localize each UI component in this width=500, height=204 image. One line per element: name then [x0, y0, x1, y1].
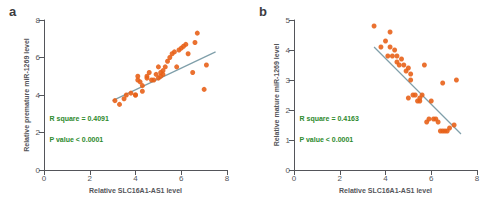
svg-text:6: 6	[179, 174, 184, 183]
svg-text:Relative premature miR-1269 le: Relative premature miR-1269 level	[23, 38, 31, 152]
svg-text:2: 2	[286, 106, 291, 115]
svg-text:R square = 0.4163: R square = 0.4163	[299, 115, 358, 123]
svg-text:1: 1	[286, 136, 291, 145]
svg-text:4: 4	[383, 174, 388, 183]
svg-text:a: a	[9, 4, 17, 19]
svg-text:4: 4	[286, 46, 291, 55]
svg-text:2: 2	[88, 174, 93, 183]
svg-text:4: 4	[133, 174, 138, 183]
svg-text:Relative mature miR-1269 level: Relative mature miR-1269 level	[273, 44, 280, 147]
svg-text:5: 5	[286, 16, 291, 25]
svg-text:2: 2	[338, 174, 343, 183]
svg-text:6: 6	[36, 53, 41, 62]
svg-text:b: b	[259, 4, 267, 19]
svg-text:3: 3	[286, 76, 291, 85]
svg-text:P value < 0.0001: P value < 0.0001	[299, 136, 353, 143]
svg-text:P value < 0.0001: P value < 0.0001	[49, 136, 103, 143]
svg-text:Relative SLC16A1-AS1 level: Relative SLC16A1-AS1 level	[89, 187, 182, 194]
svg-text:0: 0	[42, 174, 47, 183]
svg-text:2: 2	[36, 128, 41, 137]
svg-text:0: 0	[36, 166, 41, 175]
svg-text:Relative SLC16A1-AS1 level: Relative SLC16A1-AS1 level	[339, 187, 432, 194]
svg-text:R square = 0.4091: R square = 0.4091	[49, 115, 108, 123]
svg-text:4: 4	[36, 91, 41, 100]
svg-text:0: 0	[292, 174, 297, 183]
svg-text:6: 6	[429, 174, 434, 183]
svg-text:8: 8	[36, 16, 41, 25]
svg-text:8: 8	[225, 174, 230, 183]
svg-text:0: 0	[286, 166, 291, 175]
svg-text:8: 8	[475, 174, 480, 183]
